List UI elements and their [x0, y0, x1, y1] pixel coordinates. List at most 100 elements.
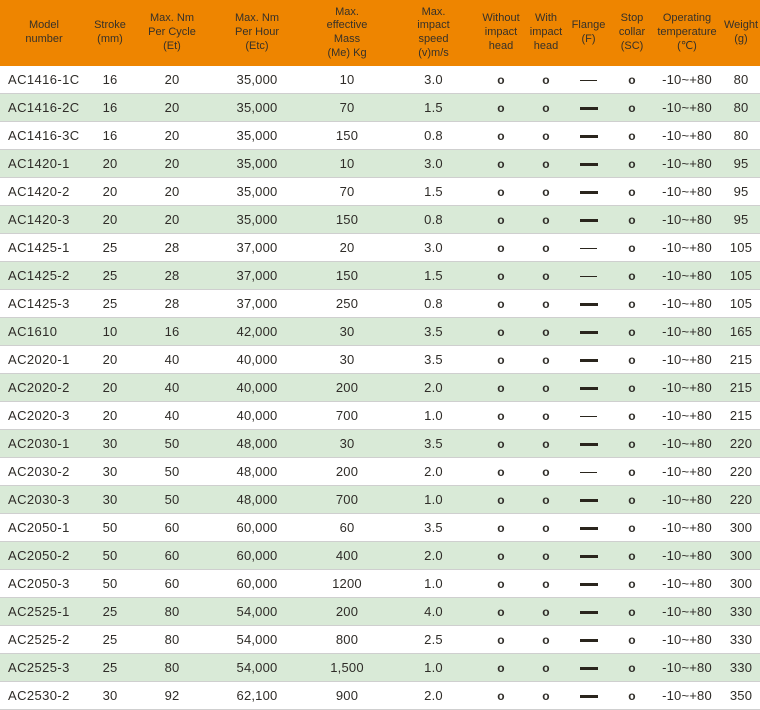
- column-header-stroke: Stroke (mm): [88, 0, 132, 66]
- max-nm-per-cycle-cell: 50: [132, 485, 212, 514]
- stop-collar-cell: o: [612, 149, 652, 178]
- with-impact-head-cell: o: [527, 149, 565, 178]
- with-impact-head-cell: o: [527, 121, 565, 150]
- max-effective-mass-cell: 60: [302, 513, 392, 542]
- max-impact-speed-cell: 1.5: [392, 177, 475, 206]
- flange-cell: [565, 66, 612, 94]
- thick-dash-mark: [579, 498, 598, 503]
- column-header-weight: Weight (g): [722, 0, 760, 66]
- operating-temperature-cell: -10~+80: [652, 625, 722, 654]
- weight-cell: 300: [722, 541, 760, 570]
- operating-temperature-cell: -10~+80: [652, 121, 722, 150]
- operating-temperature-cell: -10~+80: [652, 261, 722, 290]
- stroke-cell: 20: [88, 149, 132, 178]
- max-nm-per-cycle-cell: 40: [132, 345, 212, 374]
- max-effective-mass-cell: 700: [302, 401, 392, 430]
- flange-cell: [565, 513, 612, 542]
- stop-collar-cell: o: [612, 401, 652, 430]
- flange-cell: [565, 457, 612, 486]
- table-row: AC1416-2C 16 20 35,000 70 1.5 o o o -10~+80 80: [0, 93, 760, 122]
- max-nm-per-cycle-cell: 16: [132, 317, 212, 346]
- max-effective-mass-cell: 20: [302, 233, 392, 262]
- max-effective-mass-cell: 10: [302, 149, 392, 178]
- table-header: Model number Stroke (mm) Max. Nm Per Cyc…: [0, 0, 760, 66]
- weight-cell: 220: [722, 457, 760, 486]
- weight-cell: 105: [722, 289, 760, 318]
- operating-temperature-cell: -10~+80: [652, 289, 722, 318]
- weight-cell: 215: [722, 373, 760, 402]
- stroke-cell: 50: [88, 569, 132, 598]
- stroke-cell: 30: [88, 681, 132, 710]
- max-nm-per-hour-cell: 40,000: [212, 373, 302, 402]
- max-nm-per-cycle-cell: 50: [132, 429, 212, 458]
- max-nm-per-cycle-cell: 20: [132, 121, 212, 150]
- max-nm-per-hour-cell: 60,000: [212, 513, 302, 542]
- flange-cell: [565, 597, 612, 626]
- thin-dash-mark: [580, 471, 597, 474]
- flange-cell: [565, 625, 612, 654]
- stop-collar-cell: o: [612, 681, 652, 710]
- flange-cell: [565, 121, 612, 150]
- operating-temperature-cell: -10~+80: [652, 681, 722, 710]
- max-effective-mass-cell: 30: [302, 429, 392, 458]
- stroke-cell: 16: [88, 121, 132, 150]
- with-impact-head-cell: o: [527, 205, 565, 234]
- without-impact-head-cell: o: [475, 177, 527, 206]
- max-effective-mass-cell: 150: [302, 205, 392, 234]
- max-effective-mass-cell: 800: [302, 625, 392, 654]
- max-nm-per-hour-cell: 48,000: [212, 485, 302, 514]
- table-row: AC1416-1C 16 20 35,000 10 3.0 o o o -10~+80 80: [0, 66, 760, 94]
- max-nm-per-hour-cell: 35,000: [212, 66, 302, 94]
- header-row: Model number Stroke (mm) Max. Nm Per Cyc…: [0, 0, 760, 66]
- max-nm-per-cycle-cell: 40: [132, 401, 212, 430]
- weight-cell: 330: [722, 625, 760, 654]
- thick-dash-mark: [579, 134, 598, 139]
- stop-collar-cell: o: [612, 625, 652, 654]
- stroke-cell: 25: [88, 653, 132, 682]
- max-impact-speed-cell: 1.0: [392, 653, 475, 682]
- max-nm-per-hour-cell: 37,000: [212, 289, 302, 318]
- stop-collar-cell: o: [612, 177, 652, 206]
- max-effective-mass-cell: 1200: [302, 569, 392, 598]
- model-number-cell: AC1416-1C: [0, 66, 88, 94]
- max-effective-mass-cell: 150: [302, 121, 392, 150]
- operating-temperature-cell: -10~+80: [652, 93, 722, 122]
- stop-collar-cell: o: [612, 541, 652, 570]
- max-nm-per-hour-cell: 37,000: [212, 261, 302, 290]
- operating-temperature-cell: -10~+80: [652, 541, 722, 570]
- max-nm-per-hour-cell: 35,000: [212, 177, 302, 206]
- with-impact-head-cell: o: [527, 401, 565, 430]
- max-effective-mass-cell: 70: [302, 177, 392, 206]
- operating-temperature-cell: -10~+80: [652, 317, 722, 346]
- flange-cell: [565, 177, 612, 206]
- thick-dash-mark: [579, 386, 598, 391]
- max-impact-speed-cell: 0.8: [392, 205, 475, 234]
- without-impact-head-cell: o: [475, 681, 527, 710]
- without-impact-head-cell: o: [475, 653, 527, 682]
- thick-dash-mark: [579, 666, 598, 671]
- thick-dash-mark: [579, 218, 598, 223]
- without-impact-head-cell: o: [475, 373, 527, 402]
- max-nm-per-hour-cell: 35,000: [212, 121, 302, 150]
- flange-cell: [565, 93, 612, 122]
- without-impact-head-cell: o: [475, 485, 527, 514]
- weight-cell: 105: [722, 261, 760, 290]
- flange-cell: [565, 233, 612, 262]
- weight-cell: 80: [722, 93, 760, 122]
- table-row: AC2050-2 50 60 60,000 400 2.0 o o o -10~+80 300: [0, 541, 760, 570]
- with-impact-head-cell: o: [527, 681, 565, 710]
- stroke-cell: 30: [88, 485, 132, 514]
- flange-cell: [565, 345, 612, 374]
- table-row: AC1425-1 25 28 37,000 20 3.0 o o o -10~+80 105: [0, 233, 760, 262]
- operating-temperature-cell: -10~+80: [652, 485, 722, 514]
- max-impact-speed-cell: 2.0: [392, 681, 475, 710]
- operating-temperature-cell: -10~+80: [652, 429, 722, 458]
- with-impact-head-cell: o: [527, 261, 565, 290]
- stop-collar-cell: o: [612, 597, 652, 626]
- max-effective-mass-cell: 30: [302, 345, 392, 374]
- max-nm-per-hour-cell: 35,000: [212, 149, 302, 178]
- table-row: AC2020-2 20 40 40,000 200 2.0 o o o -10~+80 215: [0, 373, 760, 402]
- stop-collar-cell: o: [612, 457, 652, 486]
- max-nm-per-cycle-cell: 28: [132, 289, 212, 318]
- without-impact-head-cell: o: [475, 121, 527, 150]
